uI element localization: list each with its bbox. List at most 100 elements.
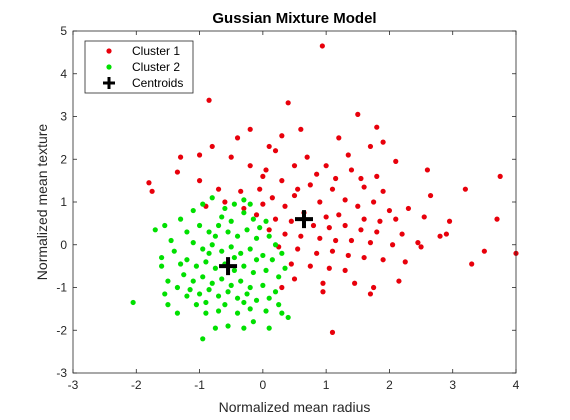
point-cluster-2 [219, 276, 225, 282]
point-cluster-2 [222, 205, 228, 212]
point-cluster-1 [389, 242, 396, 248]
point-cluster-2 [196, 222, 203, 229]
point-cluster-2 [190, 207, 196, 214]
point-cluster-1 [295, 186, 301, 192]
x-axis-label: Normalized mean radius [219, 399, 371, 415]
point-cluster-2 [193, 263, 200, 269]
point-cluster-1 [380, 139, 386, 145]
legend-marker-centroids [103, 77, 115, 89]
point-cluster-2 [225, 323, 231, 329]
point-cluster-1 [209, 143, 215, 150]
point-cluster-2 [181, 272, 187, 278]
point-cluster-1 [304, 154, 310, 160]
point-cluster-1 [146, 180, 152, 186]
point-cluster-2 [241, 325, 247, 331]
point-cluster-2 [159, 263, 165, 269]
point-cluster-2 [130, 299, 136, 306]
point-cluster-1 [260, 173, 266, 179]
point-cluster-1 [253, 212, 260, 218]
point-cluster-2 [209, 242, 215, 248]
point-cluster-2 [206, 229, 212, 235]
point-cluster-2 [152, 227, 158, 233]
point-cluster-1 [314, 250, 320, 256]
point-cluster-1 [352, 280, 358, 286]
point-cluster-1 [342, 267, 348, 273]
point-cluster-1 [310, 222, 317, 229]
y-axis-label: Normalized mean texture [34, 124, 50, 281]
point-cluster-2 [263, 218, 269, 224]
y-tick-label: 3 [60, 110, 67, 124]
legend-marker-cluster-2 [106, 64, 112, 70]
point-cluster-1 [393, 158, 399, 164]
point-cluster-2 [222, 302, 228, 308]
point-cluster-2 [212, 325, 218, 331]
point-cluster-1 [263, 167, 269, 173]
point-cluster-2 [263, 267, 269, 273]
legend-marker-cluster-1 [106, 48, 112, 54]
centroid-marker [219, 257, 238, 276]
point-cluster-1 [367, 143, 374, 150]
point-cluster-1 [307, 182, 313, 188]
point-cluster-2 [285, 314, 291, 321]
point-cluster-2 [165, 302, 171, 308]
point-cluster-1 [329, 248, 336, 254]
point-cluster-2 [244, 227, 250, 233]
point-cluster-1 [222, 199, 228, 205]
point-cluster-2 [250, 216, 256, 222]
x-tick-label: 0 [260, 378, 267, 392]
point-cluster-2 [247, 306, 253, 312]
point-cluster-1 [345, 152, 351, 158]
point-cluster-2 [272, 242, 279, 248]
point-cluster-1 [174, 169, 181, 175]
point-cluster-2 [241, 299, 247, 306]
point-cluster-2 [272, 289, 279, 295]
point-cluster-1 [314, 171, 320, 177]
y-tick-label: 0 [60, 238, 67, 252]
point-cluster-1 [329, 186, 336, 192]
point-cluster-1 [481, 248, 487, 254]
point-cluster-2 [234, 233, 241, 239]
point-cluster-1 [279, 178, 285, 184]
point-cluster-2 [200, 201, 206, 207]
point-cluster-2 [200, 246, 206, 252]
point-cluster-2 [260, 282, 266, 288]
point-cluster-2 [276, 274, 282, 280]
point-cluster-2 [241, 197, 247, 203]
point-cluster-2 [200, 274, 206, 280]
point-cluster-2 [250, 319, 256, 325]
point-cluster-1 [377, 218, 383, 224]
point-cluster-2 [253, 257, 260, 263]
point-cluster-1 [421, 214, 427, 220]
point-cluster-1 [298, 233, 304, 239]
point-cluster-2 [184, 257, 190, 263]
point-cluster-1 [149, 188, 155, 194]
point-cluster-1 [247, 126, 253, 132]
y-tick-label: -1 [56, 281, 67, 295]
point-cluster-1 [196, 178, 203, 184]
point-cluster-2 [219, 214, 225, 220]
point-cluster-1 [371, 199, 377, 205]
point-cluster-2 [238, 250, 244, 256]
point-cluster-1 [437, 233, 443, 239]
point-cluster-1 [228, 154, 234, 160]
point-cluster-1 [329, 329, 336, 335]
point-cluster-2 [190, 278, 196, 284]
point-cluster-2 [247, 201, 253, 207]
point-cluster-1 [333, 175, 339, 182]
point-cluster-1 [342, 197, 348, 203]
point-cluster-1 [443, 231, 449, 237]
point-cluster-2 [282, 265, 288, 271]
legend-label-centroids: Centroids [132, 76, 183, 90]
point-cluster-2 [279, 310, 285, 316]
point-cluster-2 [253, 297, 260, 303]
point-cluster-1 [291, 192, 298, 199]
legend-label-cluster-2: Cluster 2 [132, 60, 180, 74]
point-cluster-1 [424, 167, 430, 173]
point-cluster-1 [298, 126, 304, 132]
data-points [130, 43, 519, 342]
point-cluster-1 [396, 278, 402, 284]
y-tick-label: 1 [60, 195, 67, 209]
point-cluster-2 [263, 308, 269, 314]
point-cluster-1 [355, 203, 361, 209]
point-cluster-1 [418, 244, 424, 250]
